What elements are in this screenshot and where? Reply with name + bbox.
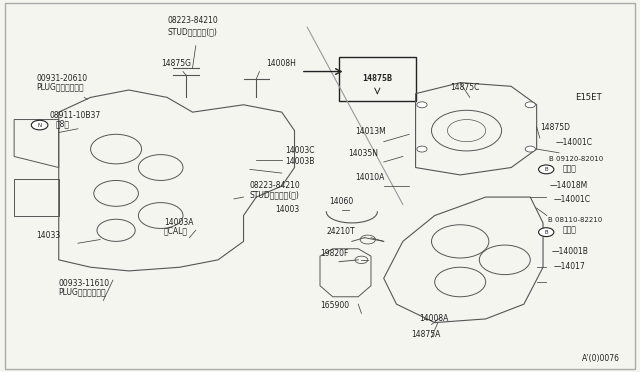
Circle shape xyxy=(417,102,427,108)
Text: B 09120-82010: B 09120-82010 xyxy=(549,156,604,162)
Text: 08223-84210: 08223-84210 xyxy=(250,181,301,190)
Text: 14003C: 14003C xyxy=(285,145,314,155)
Text: 14003B: 14003B xyxy=(285,157,314,166)
Text: 14035N: 14035N xyxy=(349,149,379,158)
Circle shape xyxy=(539,165,554,174)
Text: 08223-84210: 08223-84210 xyxy=(167,16,218,25)
Text: B: B xyxy=(545,230,548,235)
Text: 08911-10B37: 08911-10B37 xyxy=(49,110,100,119)
Text: —14018M: —14018M xyxy=(549,181,588,190)
Text: （8）: （8） xyxy=(56,120,70,129)
Text: N: N xyxy=(38,123,42,128)
Text: 14033: 14033 xyxy=(36,231,61,240)
Text: 00931-20610: 00931-20610 xyxy=(36,74,88,83)
Text: B 08110-82210: B 08110-82210 xyxy=(548,217,602,223)
Circle shape xyxy=(417,146,427,152)
Text: 165900: 165900 xyxy=(320,301,349,310)
Circle shape xyxy=(539,228,554,237)
Circle shape xyxy=(31,120,48,130)
Text: 24210T: 24210T xyxy=(326,227,355,236)
Text: STUDスタッド(２): STUDスタッド(２) xyxy=(168,28,218,36)
Text: 14875A: 14875A xyxy=(411,330,440,339)
Text: 14008H: 14008H xyxy=(266,59,296,68)
Text: （１）: （１） xyxy=(562,225,576,234)
Text: E15ET: E15ET xyxy=(575,93,602,102)
Text: B: B xyxy=(545,167,548,172)
Text: 14875C: 14875C xyxy=(451,83,480,92)
Text: 14003: 14003 xyxy=(275,205,300,214)
Text: 00933-11610: 00933-11610 xyxy=(59,279,110,288)
Text: 14003A: 14003A xyxy=(164,218,193,227)
Text: （CAL）: （CAL） xyxy=(164,227,188,236)
Text: A’(0)0076: A’(0)0076 xyxy=(582,354,620,363)
Circle shape xyxy=(525,146,536,152)
Text: （１）: （１） xyxy=(562,164,576,173)
Text: 14060: 14060 xyxy=(330,197,354,206)
Text: 14008A: 14008A xyxy=(419,314,448,323)
Text: STUDスタッド(２): STUDスタッド(２) xyxy=(250,190,300,199)
Text: 14875B: 14875B xyxy=(362,74,392,83)
Text: 14875G: 14875G xyxy=(162,59,191,68)
Text: 19820F: 19820F xyxy=(320,249,348,258)
Text: —14001C: —14001C xyxy=(553,195,590,205)
Text: —14017: —14017 xyxy=(553,262,585,271)
Text: 14010A: 14010A xyxy=(355,173,385,182)
Text: 14875D: 14875D xyxy=(540,124,570,132)
Text: —14001B: —14001B xyxy=(552,247,589,256)
Circle shape xyxy=(525,102,536,108)
Text: —14001C: —14001C xyxy=(556,138,593,147)
Text: PLUGプラグ（１）: PLUGプラグ（１） xyxy=(36,83,84,92)
Text: 14013M: 14013M xyxy=(355,127,386,136)
Text: PLUGプラグ（１）: PLUGプラグ（１） xyxy=(59,288,106,297)
